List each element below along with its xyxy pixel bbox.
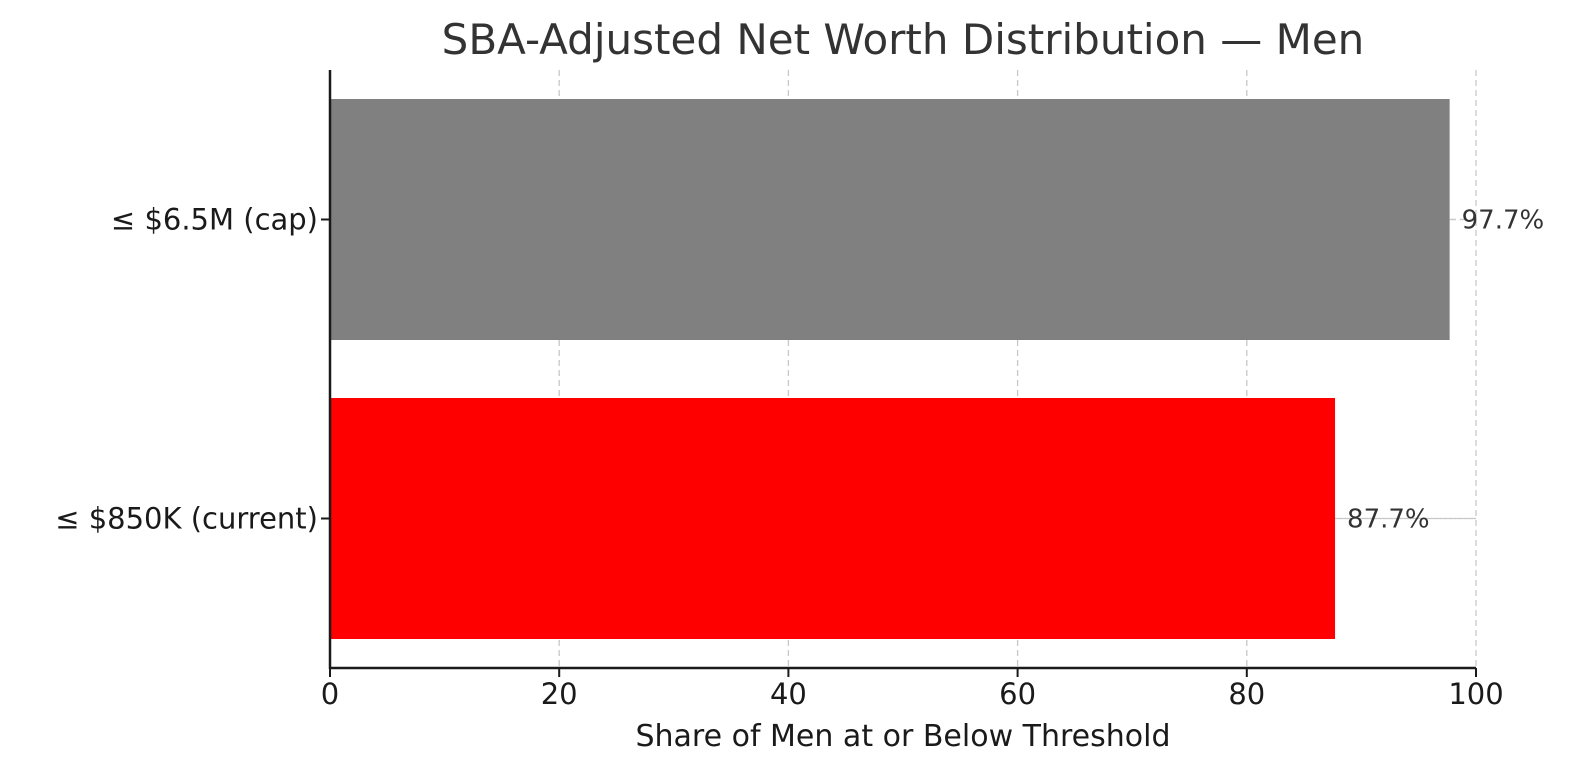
bar bbox=[330, 398, 1335, 639]
x-tick-label: 40 bbox=[770, 677, 807, 711]
x-tick-label: 0 bbox=[321, 677, 339, 711]
x-tick-label: 100 bbox=[1448, 677, 1503, 711]
x-tick-label: 80 bbox=[1228, 677, 1265, 711]
data-label: 87.7% bbox=[1347, 505, 1430, 535]
x-tick-label: 60 bbox=[999, 677, 1036, 711]
x-tick-label: 20 bbox=[541, 677, 578, 711]
chart-title: SBA-Adjusted Net Worth Distribution — Me… bbox=[442, 15, 1365, 64]
bar-layer bbox=[330, 99, 1450, 639]
y-tick-label: ≤ $850K (current) bbox=[55, 502, 318, 536]
x-axis-label: Share of Men at or Below Threshold bbox=[635, 719, 1170, 754]
data-label: 97.7% bbox=[1462, 206, 1545, 236]
bar bbox=[330, 99, 1450, 340]
y-tick-label: ≤ $6.5M (cap) bbox=[111, 203, 318, 237]
